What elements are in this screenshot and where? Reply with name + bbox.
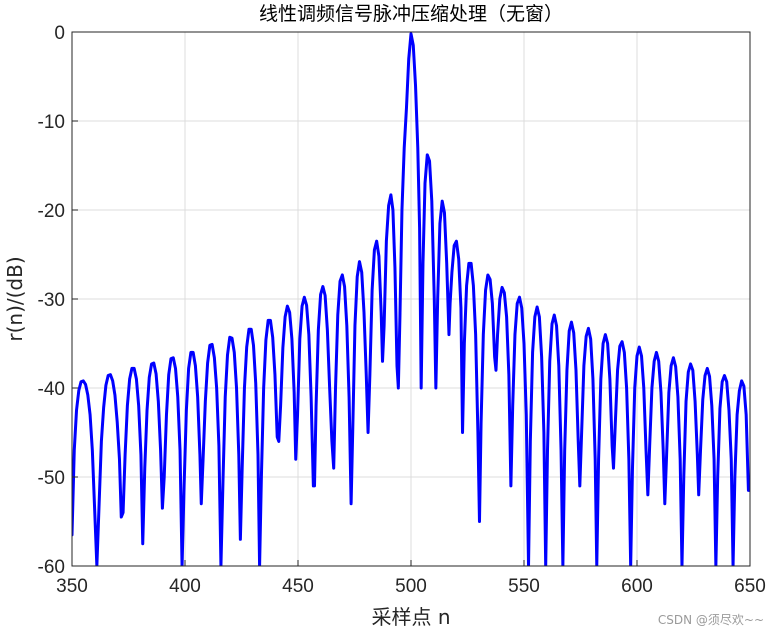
x-axis-label: 采样点 n [371, 605, 450, 629]
series-line-1 [72, 32, 750, 566]
y-tick-label: -20 [38, 201, 65, 222]
y-tick-label: -10 [38, 112, 65, 133]
series-layer [72, 32, 750, 566]
watermark: CSDN @须尽欢~~ [658, 612, 764, 627]
x-tick-label: 450 [282, 576, 314, 597]
tick-labels: 350 400 450 500 550 600 650 0 -10 -20 -30 -40 -50 -60 [38, 23, 766, 597]
chart-title: 线性调频信号脉冲压缩处理（无窗） [259, 3, 563, 25]
x-tick-label: 400 [169, 576, 201, 597]
y-tick-label: -60 [38, 557, 65, 578]
x-tick-label: 550 [508, 576, 540, 597]
x-tick-label: 600 [621, 576, 653, 597]
x-tick-label: 500 [395, 576, 427, 597]
y-tick-label: -50 [38, 468, 65, 489]
y-tick-label: 0 [54, 23, 65, 44]
ticks [71, 31, 751, 567]
y-tick-label: -30 [38, 290, 65, 311]
x-tick-label: 350 [56, 576, 88, 597]
y-tick-label: -40 [38, 379, 65, 400]
y-axis-label: r(n)/(dB) [3, 256, 27, 341]
x-tick-label: 650 [734, 576, 766, 597]
